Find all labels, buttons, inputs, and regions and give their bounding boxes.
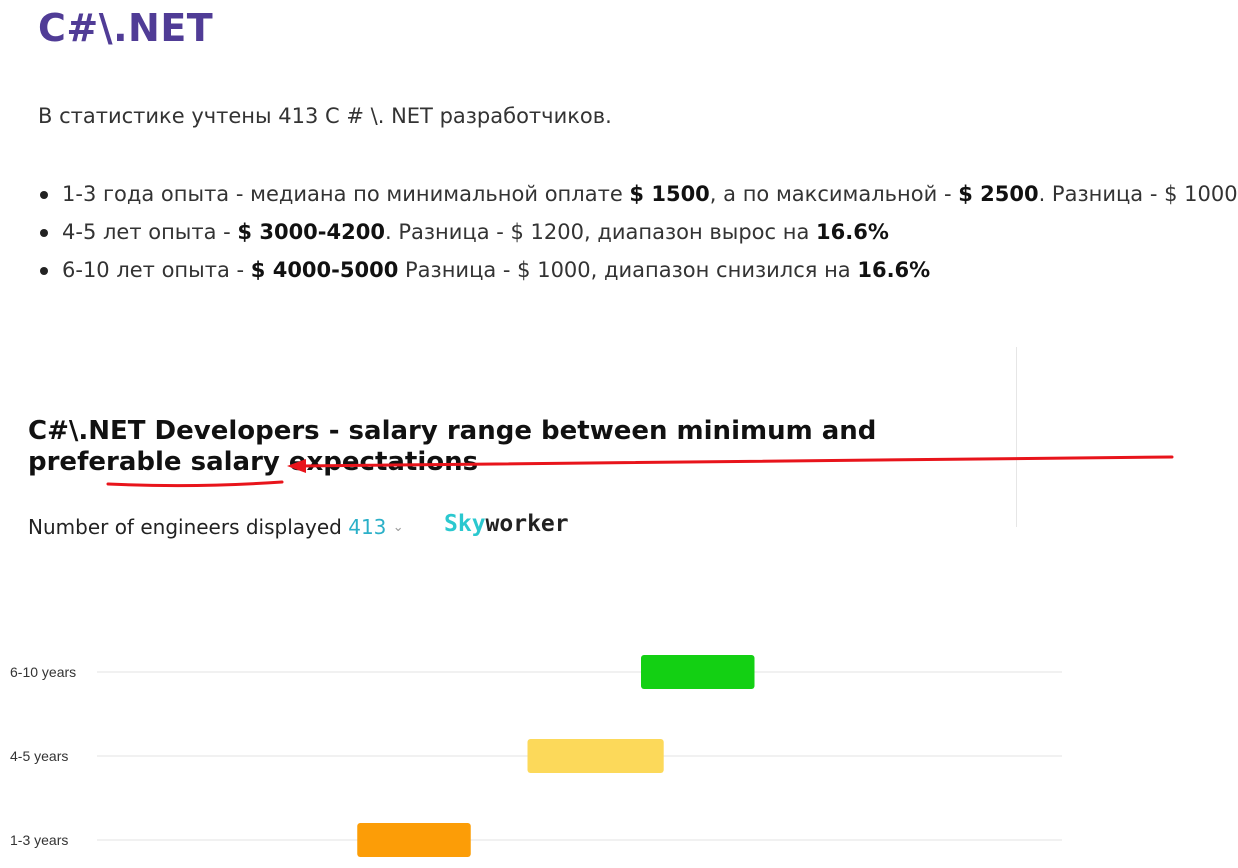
chevron-down-icon[interactable]: ⌄ bbox=[392, 520, 404, 535]
intro-text: В статистике учтены 413 C # \. NET разра… bbox=[38, 104, 612, 128]
category-label: 1-3 years bbox=[10, 832, 68, 848]
page-heading: C#\.NET bbox=[38, 6, 214, 50]
list-item-text: , а по максимальной - bbox=[709, 182, 959, 206]
list-item-text: . Разница - $ 1000 bbox=[1038, 182, 1238, 206]
list-item-bold: 16.6% bbox=[816, 220, 889, 244]
list-item-bold: $ 1500 bbox=[629, 182, 710, 206]
list-item: 1-3 года опыта - медиана по минимальной … bbox=[40, 175, 1238, 213]
category-label: 4-5 years bbox=[10, 748, 68, 764]
skyworker-logo: Skyworker bbox=[444, 511, 569, 537]
list-item-text: . Разница - $ 1200, диапазон вырос на bbox=[384, 220, 817, 244]
annotation-arrow-line bbox=[298, 455, 1174, 468]
list-item-text: 1-3 года опыта - медиана по минимальной … bbox=[62, 182, 630, 206]
divider-line bbox=[1016, 347, 1017, 527]
engineers-count[interactable]: 413 bbox=[348, 515, 387, 539]
list-item-bold: $ 4000-5000 bbox=[250, 258, 399, 282]
list-item: 6-10 лет опыта - $ 4000-5000 Разница - $… bbox=[40, 251, 1238, 289]
range-bar[interactable] bbox=[527, 739, 664, 773]
range-bar[interactable] bbox=[357, 823, 471, 857]
annotation-arrowhead-icon bbox=[287, 459, 306, 473]
engineers-label: Number of engineers displayed bbox=[28, 515, 342, 539]
engineers-selector[interactable]: Number of engineers displayed 413 ⌄ bbox=[28, 515, 404, 539]
category-label: 6-10 years bbox=[10, 664, 76, 680]
list-item-bold: 16.6% bbox=[857, 258, 931, 282]
stats-list: 1-3 года опыта - медиана по минимальной … bbox=[38, 175, 1238, 289]
list-item-bold: $ 3000-4200 bbox=[237, 220, 385, 244]
list-item-text: 6-10 лет опыта - bbox=[62, 258, 251, 282]
range-bar[interactable] bbox=[641, 655, 755, 689]
list-item-text: 4-5 лет опыта - bbox=[62, 220, 238, 244]
list-item: 4-5 лет опыта - $ 3000-4200. Разница - $… bbox=[40, 213, 1238, 251]
list-item-text: Разница - $ 1000, диапазон снизился на bbox=[398, 258, 858, 282]
annotation-underline bbox=[106, 480, 284, 488]
logo-part-worker: worker bbox=[485, 511, 569, 537]
logo-part-sky: Sky bbox=[444, 511, 486, 537]
chart-title: C#\.NET Developers - salary range betwee… bbox=[28, 416, 877, 477]
list-item-bold: $ 2500 bbox=[958, 182, 1039, 206]
